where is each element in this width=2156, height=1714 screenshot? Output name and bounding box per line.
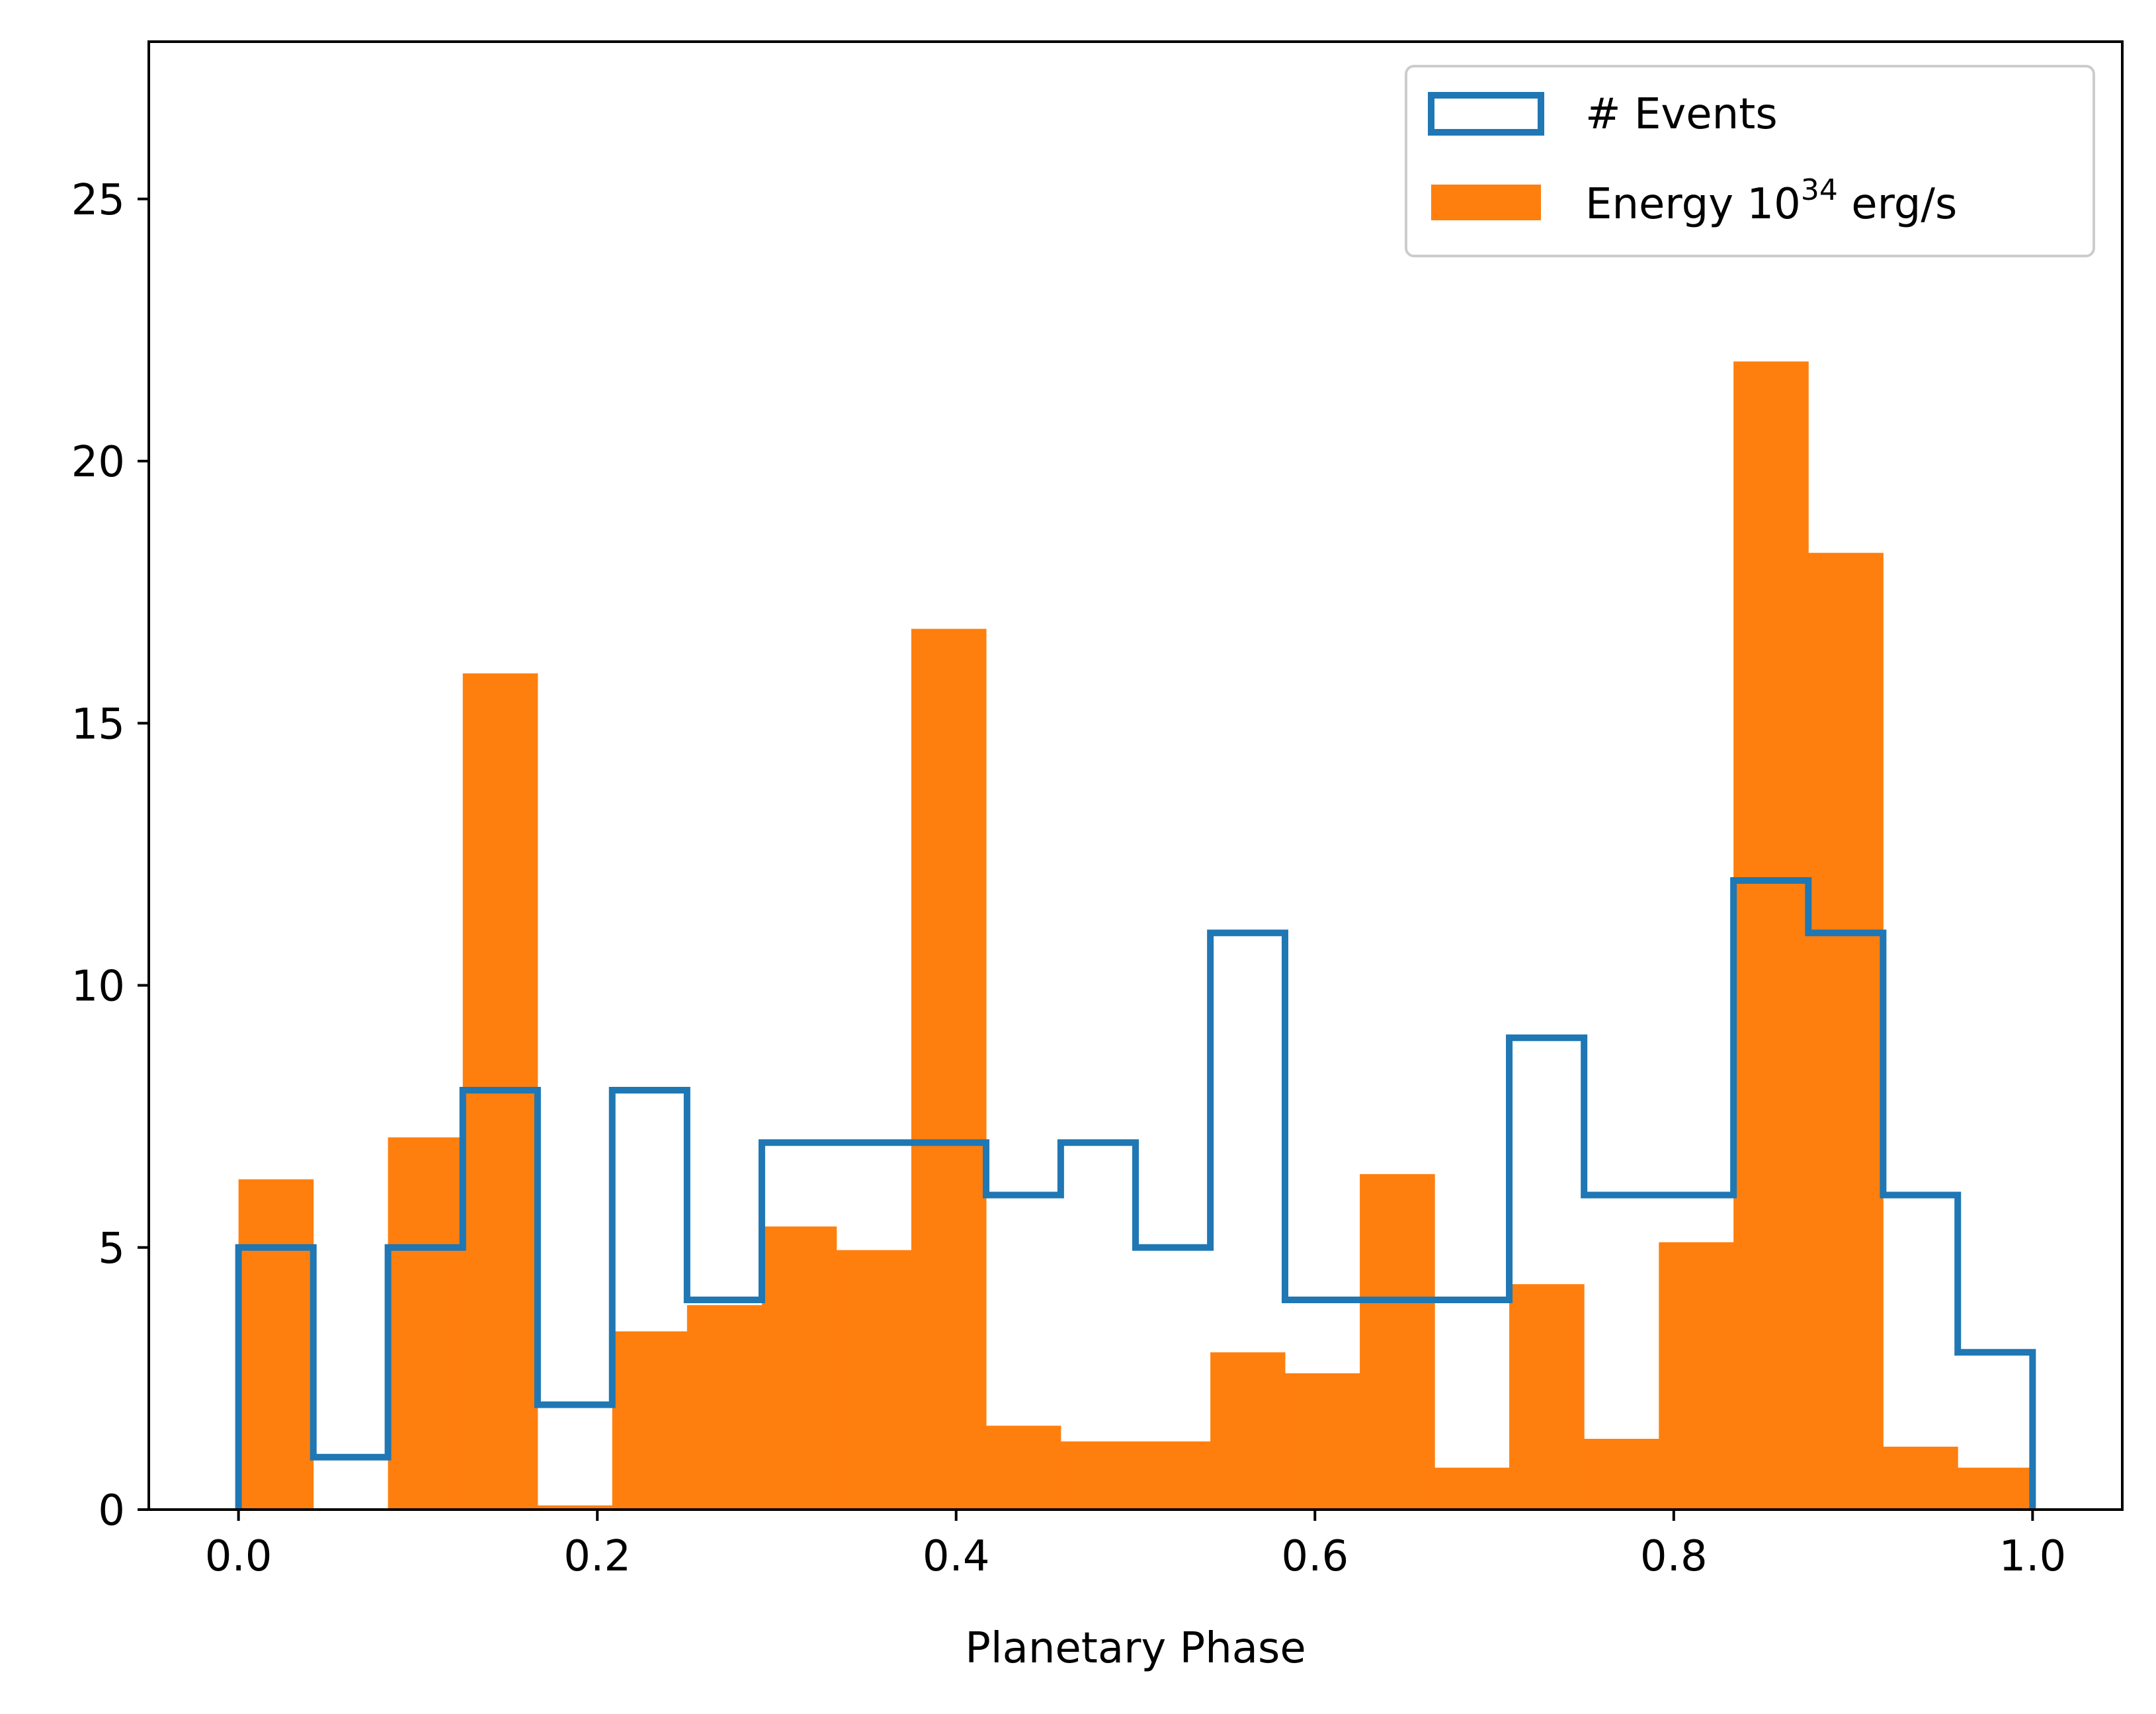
energy-bar bbox=[1584, 1439, 1659, 1510]
energy-bar bbox=[986, 1426, 1061, 1510]
energy-bar bbox=[911, 628, 987, 1510]
energy-bar bbox=[836, 1250, 912, 1510]
energy-bar bbox=[686, 1305, 763, 1510]
legend-energy-label-exponent: 34 bbox=[1801, 173, 1838, 207]
x-axis: 0.0 0.2 0.4 0.6 0.8 1.0 bbox=[205, 1510, 2066, 1581]
legend-events-label: # Events bbox=[1585, 90, 1778, 139]
energy-bars bbox=[238, 361, 2033, 1510]
legend-energy-label-unit: erg/s bbox=[1838, 180, 1957, 229]
y-axis: 0 5 10 15 20 25 bbox=[71, 176, 149, 1535]
legend: # Events Energy 1034 erg/s bbox=[1405, 65, 2095, 257]
energy-bar bbox=[1060, 1441, 1136, 1510]
y-tick-label: 20 bbox=[71, 438, 125, 487]
y-tick-label: 0 bbox=[98, 1486, 125, 1535]
y-tick-label: 5 bbox=[98, 1224, 125, 1273]
legend-energy-swatch bbox=[1431, 185, 1541, 220]
y-tick-label: 25 bbox=[71, 176, 125, 225]
legend-energy-label: Energy 1034 erg/s bbox=[1585, 173, 1957, 229]
energy-bar bbox=[1808, 552, 1884, 1510]
energy-bar bbox=[1284, 1373, 1360, 1510]
energy-bar bbox=[238, 1179, 314, 1510]
energy-bar bbox=[761, 1226, 837, 1510]
events-step-line bbox=[235, 877, 2036, 1510]
x-axis-label: Planetary Phase bbox=[965, 1624, 1306, 1673]
events-step-series bbox=[235, 877, 2036, 1510]
energy-bar bbox=[1210, 1352, 1286, 1510]
y-tick-label: 15 bbox=[71, 700, 125, 749]
x-tick-label: 0.6 bbox=[1281, 1532, 1348, 1581]
energy-bar bbox=[1883, 1446, 1958, 1510]
energy-bar bbox=[1659, 1242, 1734, 1510]
legend-energy-label-base: Energy 10 bbox=[1585, 180, 1801, 229]
energy-bar bbox=[1509, 1284, 1585, 1510]
x-tick-label: 0.4 bbox=[923, 1532, 990, 1581]
energy-bar bbox=[537, 1505, 613, 1510]
energy-bar bbox=[1136, 1441, 1211, 1510]
x-tick-label: 0.2 bbox=[563, 1532, 631, 1581]
axes-frame bbox=[147, 40, 2124, 1511]
legend-events-swatch bbox=[1428, 92, 1544, 136]
energy-bar bbox=[1360, 1174, 1435, 1510]
legend-box bbox=[1405, 65, 2095, 257]
energy-bar bbox=[388, 1137, 464, 1510]
x-tick-label: 0.8 bbox=[1640, 1532, 1708, 1581]
energy-bar bbox=[1958, 1467, 2033, 1510]
energy-bar bbox=[1434, 1467, 1510, 1510]
x-tick-label: 0.0 bbox=[205, 1532, 272, 1581]
energy-bar bbox=[612, 1331, 688, 1510]
x-tick-label: 1.0 bbox=[1999, 1532, 2066, 1581]
y-tick-label: 10 bbox=[71, 963, 125, 1011]
energy-bar bbox=[1733, 361, 1809, 1510]
